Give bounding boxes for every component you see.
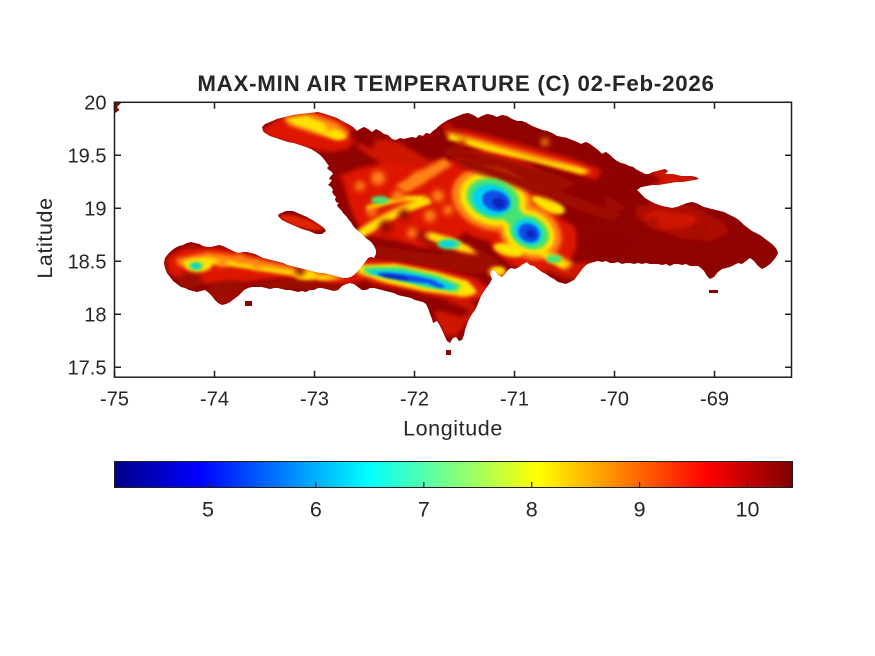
svg-text:20: 20: [84, 93, 106, 115]
svg-text:18.5: 18.5: [68, 252, 107, 274]
svg-text:10: 10: [736, 498, 760, 522]
svg-text:-74: -74: [200, 389, 229, 411]
svg-text:MAX-MIN AIR TEMPERATURE (C) 02: MAX-MIN AIR TEMPERATURE (C) 02-Feb-2026: [197, 71, 714, 96]
svg-text:8: 8: [526, 498, 538, 522]
svg-text:5: 5: [202, 498, 214, 522]
svg-text:-73: -73: [300, 389, 329, 411]
svg-text:-75: -75: [100, 389, 129, 411]
svg-text:-69: -69: [700, 389, 729, 411]
svg-text:-71: -71: [500, 389, 529, 411]
svg-text:Latitude: Latitude: [33, 197, 57, 278]
svg-text:18: 18: [84, 305, 106, 327]
svg-text:9: 9: [634, 498, 646, 522]
svg-text:Longitude: Longitude: [403, 417, 503, 441]
svg-text:-72: -72: [400, 389, 429, 411]
svg-text:17.5: 17.5: [68, 358, 107, 380]
svg-text:-70: -70: [600, 389, 629, 411]
svg-text:6: 6: [310, 498, 322, 522]
svg-text:19.5: 19.5: [68, 146, 107, 168]
svg-text:7: 7: [418, 498, 430, 522]
svg-text:19: 19: [84, 199, 106, 221]
